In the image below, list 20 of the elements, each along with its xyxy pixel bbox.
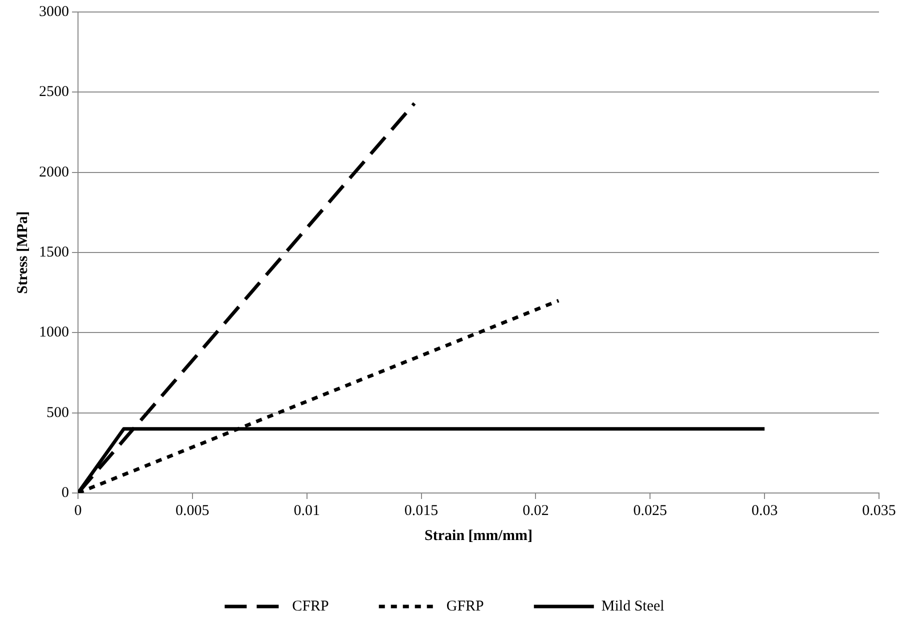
y-tick-label: 1000 — [39, 324, 69, 341]
legend-label: Mild Steel — [601, 598, 664, 614]
legend-label: GFRP — [446, 598, 484, 614]
x-tick-label: 0.005 — [176, 502, 210, 519]
y-tick-label: 3000 — [39, 4, 69, 20]
x-tick-label: 0.01 — [294, 502, 320, 519]
x-tick-label: 0.015 — [404, 502, 438, 519]
x-tick-label: 0.02 — [522, 502, 549, 519]
y-tick-label: 2500 — [39, 84, 69, 100]
legend-label: CFRP — [292, 598, 329, 614]
x-tick-label: 0.025 — [633, 502, 668, 519]
x-axis-title: Strain [mm/mm] — [424, 528, 532, 544]
y-tick-label: 500 — [46, 404, 69, 421]
x-tick-label: 0.03 — [751, 502, 778, 519]
y-tick-label: 2000 — [39, 164, 69, 180]
x-tick-label: 0 — [74, 502, 82, 519]
x-tick-label: 0.035 — [862, 502, 896, 519]
y-axis-title: Stress [MPa] — [14, 211, 31, 294]
y-tick-label: 0 — [62, 484, 69, 501]
y-tick-label: 1500 — [39, 244, 69, 260]
